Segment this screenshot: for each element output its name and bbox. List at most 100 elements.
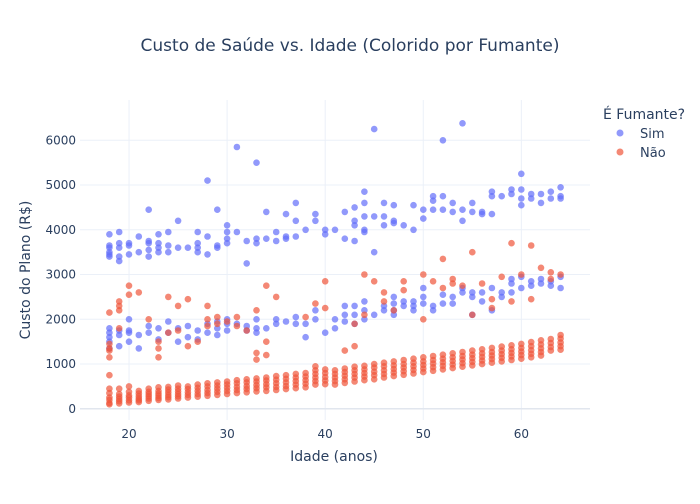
- data-point[interactable]: [351, 237, 358, 245]
- data-point[interactable]: [508, 289, 515, 296]
- data-point[interactable]: [380, 374, 388, 381]
- data-point[interactable]: [223, 228, 231, 236]
- data-point[interactable]: [321, 304, 329, 312]
- data-point[interactable]: [292, 384, 300, 392]
- data-point[interactable]: [155, 248, 162, 256]
- data-point[interactable]: [390, 300, 398, 307]
- data-point[interactable]: [115, 244, 123, 251]
- data-point[interactable]: [469, 199, 476, 207]
- data-point[interactable]: [223, 390, 231, 398]
- data-point[interactable]: [321, 380, 329, 388]
- data-point[interactable]: [194, 248, 201, 256]
- data-point[interactable]: [106, 309, 113, 316]
- data-point[interactable]: [321, 231, 329, 238]
- data-point[interactable]: [429, 206, 437, 213]
- data-point[interactable]: [400, 371, 408, 379]
- data-point[interactable]: [469, 362, 476, 369]
- data-point[interactable]: [184, 295, 192, 303]
- data-point[interactable]: [488, 210, 496, 218]
- data-point[interactable]: [488, 359, 496, 367]
- data-point[interactable]: [115, 257, 123, 265]
- data-point[interactable]: [400, 222, 408, 229]
- data-point[interactable]: [361, 213, 368, 220]
- data-point[interactable]: [174, 244, 182, 251]
- data-point[interactable]: [341, 235, 349, 242]
- data-point[interactable]: [370, 213, 378, 220]
- data-point[interactable]: [478, 298, 486, 305]
- data-point[interactable]: [263, 351, 270, 359]
- data-point[interactable]: [292, 217, 300, 225]
- data-point[interactable]: [145, 322, 152, 330]
- data-point[interactable]: [410, 226, 417, 234]
- data-point[interactable]: [341, 302, 349, 310]
- data-point[interactable]: [498, 273, 506, 281]
- data-point[interactable]: [341, 347, 349, 354]
- data-point[interactable]: [263, 282, 270, 290]
- data-point[interactable]: [321, 278, 329, 285]
- data-point[interactable]: [361, 271, 368, 278]
- data-point[interactable]: [214, 320, 221, 328]
- data-point[interactable]: [125, 399, 133, 406]
- data-point[interactable]: [459, 363, 466, 371]
- data-point[interactable]: [380, 222, 388, 229]
- data-point[interactable]: [184, 394, 192, 401]
- data-point[interactable]: [125, 338, 133, 346]
- data-point[interactable]: [204, 329, 211, 337]
- data-point[interactable]: [331, 316, 339, 323]
- data-point[interactable]: [263, 208, 270, 216]
- data-point[interactable]: [145, 397, 152, 405]
- data-point[interactable]: [282, 318, 290, 325]
- data-point[interactable]: [420, 271, 427, 278]
- data-point[interactable]: [223, 239, 231, 247]
- data-point[interactable]: [459, 289, 466, 296]
- data-point[interactable]: [233, 322, 241, 330]
- data-point[interactable]: [420, 300, 427, 307]
- data-point[interactable]: [243, 260, 250, 267]
- data-point[interactable]: [204, 233, 211, 240]
- data-point[interactable]: [537, 199, 545, 207]
- data-point[interactable]: [439, 192, 447, 200]
- data-point[interactable]: [439, 284, 447, 292]
- data-point[interactable]: [302, 313, 309, 321]
- data-point[interactable]: [518, 186, 525, 193]
- data-point[interactable]: [351, 320, 358, 328]
- data-point[interactable]: [165, 228, 172, 236]
- data-point[interactable]: [547, 275, 555, 283]
- data-point[interactable]: [165, 248, 172, 256]
- data-point[interactable]: [439, 366, 447, 373]
- data-point[interactable]: [527, 354, 535, 361]
- data-point[interactable]: [508, 190, 515, 198]
- data-point[interactable]: [282, 210, 290, 218]
- data-point[interactable]: [184, 333, 192, 341]
- data-point[interactable]: [537, 190, 545, 198]
- data-point[interactable]: [204, 302, 211, 310]
- data-point[interactable]: [214, 331, 221, 339]
- data-point[interactable]: [518, 284, 525, 292]
- data-point[interactable]: [292, 233, 300, 240]
- data-point[interactable]: [400, 286, 408, 294]
- data-point[interactable]: [518, 355, 525, 363]
- data-point[interactable]: [174, 302, 182, 310]
- data-point[interactable]: [557, 195, 564, 202]
- data-point[interactable]: [537, 264, 545, 272]
- data-point[interactable]: [449, 300, 457, 307]
- data-point[interactable]: [174, 327, 182, 334]
- data-point[interactable]: [125, 316, 133, 323]
- data-point[interactable]: [223, 327, 231, 334]
- data-point[interactable]: [253, 349, 260, 357]
- data-point[interactable]: [351, 222, 358, 229]
- data-point[interactable]: [547, 282, 555, 290]
- data-point[interactable]: [341, 311, 349, 319]
- data-point[interactable]: [429, 307, 437, 314]
- data-point[interactable]: [361, 311, 368, 319]
- data-point[interactable]: [115, 400, 123, 407]
- data-point[interactable]: [527, 295, 535, 303]
- data-point[interactable]: [214, 244, 221, 251]
- data-point[interactable]: [233, 313, 241, 321]
- data-point[interactable]: [125, 291, 133, 299]
- data-point[interactable]: [194, 327, 201, 334]
- data-point[interactable]: [115, 385, 123, 393]
- data-point[interactable]: [341, 379, 349, 387]
- data-point[interactable]: [488, 295, 496, 303]
- data-point[interactable]: [145, 239, 152, 247]
